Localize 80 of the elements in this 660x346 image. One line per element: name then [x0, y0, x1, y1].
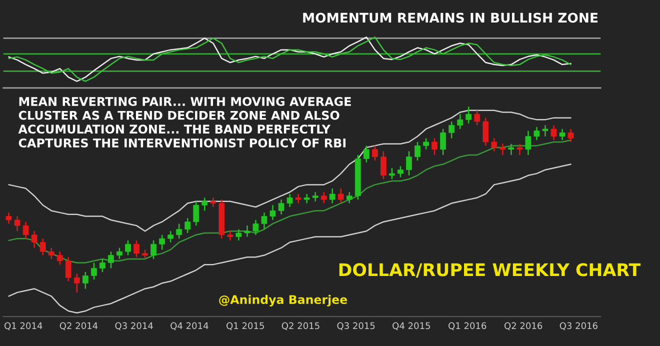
candlestick: [48, 247, 54, 260]
candlestick: [516, 143, 523, 156]
candlestick: [338, 188, 344, 204]
candlestick: [525, 130, 532, 156]
candlestick: [406, 150, 412, 176]
candlestick: [398, 166, 404, 178]
candlestick: [295, 193, 302, 204]
candlestick: [474, 110, 480, 126]
candlestick: [14, 216, 20, 232]
candlestick: [252, 219, 259, 236]
candlestick: [31, 230, 38, 248]
candlestick: [6, 212, 12, 224]
candlestick: [304, 193, 310, 204]
x-tick-label: Q4 2014: [170, 322, 208, 330]
candlestick: [414, 141, 420, 162]
candlestick: [116, 247, 122, 260]
candlestick: [82, 271, 88, 290]
candlestick: [559, 128, 566, 141]
candlestick: [236, 228, 242, 242]
candlestick: [90, 262, 97, 280]
x-tick-label: Q1 2014: [4, 322, 42, 330]
candlestick: [193, 200, 200, 226]
candlestick: [448, 120, 455, 139]
candlestick: [159, 234, 165, 250]
candlestick: [202, 197, 208, 212]
candlestick: [134, 240, 140, 258]
candlestick: [346, 192, 352, 204]
x-tick-label: Q1 2015: [226, 322, 264, 330]
x-tick-label: Q2 2016: [504, 322, 542, 330]
x-tick-label: Q2 2014: [60, 322, 98, 330]
candlestick: [176, 223, 182, 240]
x-tick-label: Q4 2015: [392, 322, 430, 330]
candlestick: [278, 198, 284, 216]
candlestick: [466, 106, 472, 124]
candlestick: [320, 192, 327, 204]
candlestick: [286, 193, 293, 208]
candlestick: [508, 143, 514, 156]
candlestick: [168, 230, 174, 243]
candlestick: [534, 126, 540, 141]
candlestick: [40, 238, 46, 256]
candlestick: [457, 113, 464, 130]
candlestick: [261, 212, 268, 230]
chart-title: MOMENTUM REMAINS IN BULLISH ZONE: [303, 12, 598, 23]
candlestick: [432, 138, 438, 156]
candlestick: [56, 250, 63, 266]
candlestick: [380, 150, 386, 180]
candlestick: [22, 221, 29, 240]
text: DOLLAR/RUPEE WEEKLY CHART: [339, 263, 641, 278]
candlestick: [184, 218, 191, 234]
candlestick: [108, 250, 114, 269]
text: @Anindya Banerjee: [219, 294, 348, 306]
candlestick: [482, 117, 489, 146]
x-tick-label: Q3 2016: [560, 322, 598, 330]
candlestick: [150, 240, 156, 260]
candlestick: [99, 258, 106, 273]
candlestick: [270, 204, 276, 221]
candlestick: [550, 124, 557, 141]
candlestick: [491, 138, 498, 152]
candlestick: [568, 128, 574, 143]
candlestick: [312, 192, 318, 202]
candlestick: [363, 145, 370, 164]
annotation: MEAN REVERTING PAIR... WITH MOVING AVERAGE CLUSTER AS A TREND DECIDER ZONE AND ALSO ACCUMULATION ZONE... THE BAND PERFECTLY CAPTURES THE INTERVENTIONIST POLICY OF RBI: [18, 96, 351, 148]
candlestick: [65, 256, 72, 282]
candlestick: [389, 167, 395, 180]
candlestick: [542, 124, 548, 138]
candlestick: [125, 240, 131, 256]
candlestick: [423, 138, 429, 150]
candlestick: [244, 224, 250, 238]
candlestick: [142, 249, 148, 260]
candlestick: [210, 197, 216, 208]
x-tick-label: Q2 2015: [282, 322, 320, 330]
candlestick: [329, 188, 336, 204]
x-tick-label: Q1 2016: [448, 322, 486, 330]
candlestick: [500, 143, 506, 156]
x-tick-label: Q3 2014: [115, 322, 153, 330]
x-tick-label: Q3 2015: [337, 322, 375, 330]
candlestick: [227, 230, 234, 242]
candlestick: [440, 128, 446, 156]
candlestick: [74, 273, 80, 294]
candlestick: [372, 145, 378, 162]
